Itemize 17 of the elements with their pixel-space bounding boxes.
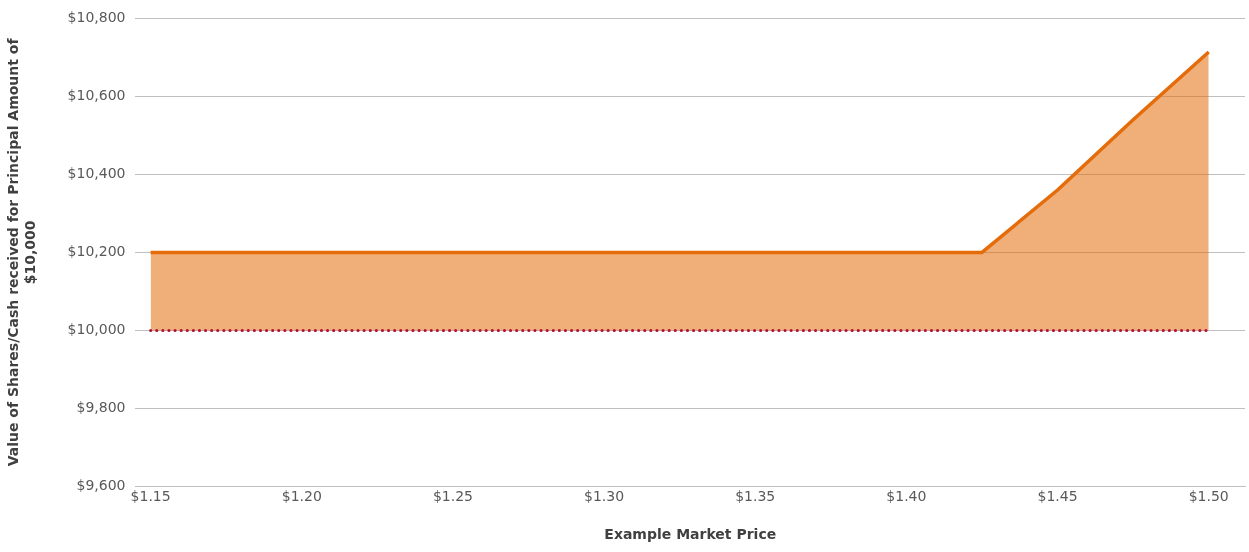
- x-tick-label: $1.35: [735, 488, 776, 505]
- x-tick-label: $1.40: [886, 488, 927, 505]
- y-axis-title: Value of Shares/Cash received for Principal Amount of $10,000: [5, 37, 38, 467]
- x-tick-label: $1.25: [432, 488, 473, 505]
- y-tick-label: $9,800: [76, 399, 126, 416]
- x-tick-label: $1.50: [1188, 488, 1229, 505]
- x-tick-label: $1.45: [1037, 488, 1078, 505]
- x-axis-title: Example Market Price: [604, 526, 777, 543]
- x-tick-label: $1.20: [281, 488, 322, 505]
- x-tick-label: $1.15: [130, 488, 171, 505]
- y-tick-label: $9,600: [76, 477, 126, 494]
- y-tick-label: $10,600: [67, 87, 126, 104]
- y-tick-label: $10,400: [67, 165, 126, 182]
- y-tick-label: $10,200: [67, 243, 126, 260]
- x-tick-label: $1.30: [584, 488, 625, 505]
- y-tick-label: $10,000: [67, 321, 126, 338]
- y-tick-label: $10,800: [67, 9, 126, 26]
